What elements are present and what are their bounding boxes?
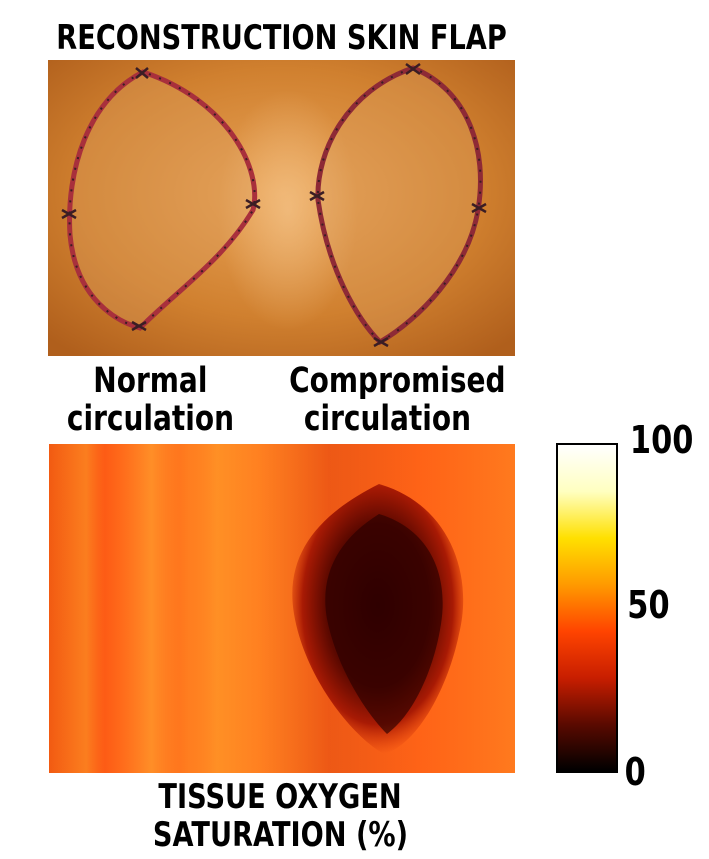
caption-normal-line1: Normal xyxy=(92,361,208,401)
colorbar-title: TISSUE OXYGEN SATURATION (%) xyxy=(80,778,480,854)
caption-compromised-circulation: Compromised circulation xyxy=(262,362,512,438)
colorbar-tick-100: 100 xyxy=(629,418,694,462)
colorbar-tick-0: 0 xyxy=(624,750,646,794)
figure-title: RECONSTRUCTION SKIN FLAP xyxy=(0,18,560,58)
caption-normal-circulation: Normal circulation xyxy=(40,362,260,438)
colorbar-tick-50: 50 xyxy=(627,583,670,627)
oxygen-saturation-map xyxy=(49,444,515,773)
colorbar-title-line1: TISSUE OXYGEN xyxy=(158,777,402,817)
skin-flap-photo xyxy=(48,60,515,356)
figure-title-text: RECONSTRUCTION SKIN FLAP xyxy=(56,18,507,58)
caption-compromised-line1: Compromised xyxy=(289,361,506,401)
caption-compromised-line2: circulation xyxy=(303,399,471,439)
skin-highlight xyxy=(218,90,358,330)
colorbar-title-line2: SATURATION (%) xyxy=(152,815,408,855)
caption-normal-line2: circulation xyxy=(66,399,234,439)
colorbar xyxy=(556,443,618,773)
suture-knots xyxy=(61,62,487,348)
